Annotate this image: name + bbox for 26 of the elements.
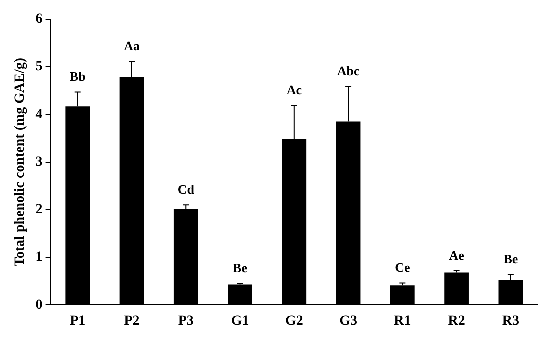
y-axis-title: Total phenolic content (mg GAE/g) bbox=[13, 58, 28, 267]
y-tick-label: 6 bbox=[36, 12, 43, 28]
y-tick-label: 3 bbox=[36, 154, 43, 170]
annotation: Ce bbox=[395, 260, 410, 276]
x-tick-label: R3 bbox=[502, 314, 520, 330]
x-tick-label: R1 bbox=[394, 314, 412, 330]
annotation: Be bbox=[504, 252, 518, 267]
x-tick-label: P1 bbox=[70, 314, 86, 330]
x-tick-label: P3 bbox=[178, 314, 194, 330]
annotation: Bb bbox=[70, 69, 86, 84]
y-tick-label: 1 bbox=[36, 250, 43, 266]
x-tick-label: G2 bbox=[285, 314, 304, 330]
annotation: Be bbox=[233, 260, 248, 276]
y-tick-label: 2 bbox=[36, 202, 43, 218]
x-tick-label: P2 bbox=[124, 314, 140, 330]
y-tick-label: 0 bbox=[36, 298, 43, 313]
x-tick-label: G1 bbox=[231, 314, 250, 330]
annotation: Abc bbox=[337, 63, 360, 78]
y-tick-label: 4 bbox=[36, 107, 43, 122]
annotation: Ae bbox=[449, 248, 465, 263]
x-tick-label: G3 bbox=[340, 314, 358, 330]
annotation: Aa bbox=[124, 38, 140, 54]
x-tick-label: R2 bbox=[448, 314, 466, 330]
annotation: Ac bbox=[286, 82, 302, 98]
y-tick-label: 5 bbox=[36, 60, 43, 75]
annotation: Cd bbox=[178, 182, 196, 198]
